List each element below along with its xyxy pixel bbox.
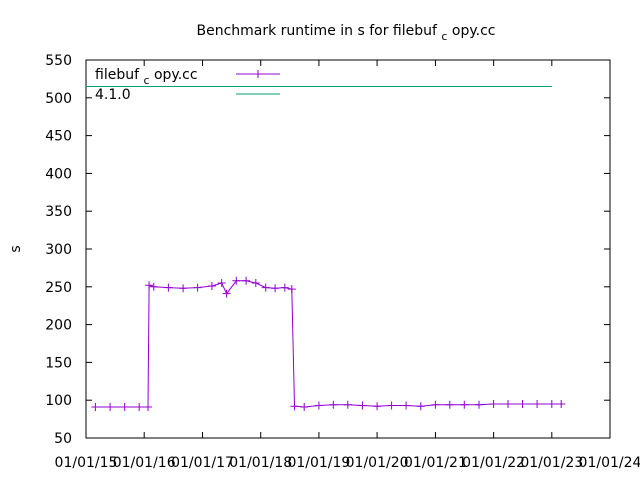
- tick-labels: 50 100 150 200 250 300 350 400 450 500 550 01/01/15…: [45, 53, 640, 471]
- series-1-point: [416, 402, 425, 411]
- series-1-point: [271, 284, 280, 293]
- series-1-point: [557, 400, 566, 408]
- series-1-point: [300, 403, 309, 411]
- series-1-point: [460, 400, 469, 409]
- legend-marker-series-1: [254, 70, 262, 78]
- x-tick-label: 01/01/15: [55, 455, 118, 471]
- chart-title-rest: opy.cc: [452, 23, 496, 39]
- series-layer: [86, 86, 566, 411]
- series-1-point: [287, 285, 296, 294]
- chart-title: Benchmark runtime in s for filebuf c opy…: [196, 23, 495, 44]
- series-1-point: [232, 276, 241, 285]
- series-1-point: [504, 400, 512, 408]
- series-1-point: [179, 284, 188, 293]
- series-1-point: [358, 401, 367, 410]
- axis-ticks: [85, 59, 611, 439]
- y-tick-label: 400: [45, 166, 72, 182]
- series-1-line: [95, 280, 562, 408]
- y-tick-label: 300: [45, 242, 72, 258]
- series-1-point: [402, 401, 411, 410]
- y-tick-label: 50: [54, 431, 72, 447]
- y-tick-label: 100: [45, 393, 72, 409]
- series-1-point: [222, 289, 231, 298]
- series-1-point: [120, 403, 129, 411]
- chart-title-subscript: c: [441, 30, 447, 43]
- y-tick-label: 250: [45, 280, 72, 296]
- y-tick-label: 150: [45, 355, 72, 371]
- series-1-point: [489, 400, 498, 408]
- series-1-point: [445, 400, 454, 409]
- chart-title-main: Benchmark runtime in s for filebuf: [196, 23, 438, 39]
- x-tick-label: 01/01/19: [287, 455, 350, 471]
- series-1-point: [251, 279, 260, 287]
- series-1-point: [518, 400, 527, 408]
- series-1-point: [145, 281, 154, 290]
- series-1-point: [217, 279, 226, 287]
- series-1-point: [547, 400, 556, 408]
- series-1-point: [290, 402, 299, 411]
- plot-area-frame: [85, 59, 611, 439]
- series-1-point: [261, 283, 270, 292]
- series-1-point: [329, 400, 338, 409]
- series-1-point: [164, 283, 173, 292]
- x-tick-label: 01/01/22: [462, 455, 525, 471]
- y-tick-label: 350: [45, 204, 72, 220]
- series-1-point: [207, 282, 216, 290]
- series-1-point: [533, 400, 542, 408]
- y-axis-label: s: [8, 245, 24, 252]
- y-tick-label: 550: [45, 53, 72, 69]
- legend: filebuf c opy.cc 4.1.0: [95, 67, 280, 103]
- series-1-point: [387, 401, 396, 410]
- series-1-point: [475, 400, 483, 409]
- x-tick-label: 01/01/17: [171, 455, 234, 471]
- series-1-point: [343, 400, 352, 409]
- y-tick-label: 500: [45, 91, 72, 107]
- series-1-point: [193, 283, 202, 292]
- x-tick-label: 01/01/18: [229, 455, 292, 471]
- series-1-point: [280, 283, 289, 292]
- series-1-point: [144, 403, 152, 411]
- series-1-point: [431, 400, 440, 409]
- legend-label-series-1-main: filebuf: [95, 67, 140, 83]
- legend-label-series-2: 4.1.0: [95, 87, 131, 103]
- legend-label-series-1-rest: opy.cc: [154, 67, 198, 83]
- legend-label-series-1-subscript: c: [143, 74, 149, 87]
- y-tick-label: 450: [45, 129, 72, 145]
- x-tick-label: 01/01/21: [404, 455, 467, 471]
- x-tick-label: 01/01/23: [520, 455, 583, 471]
- series-1-point: [135, 403, 144, 411]
- series-1-point: [373, 402, 382, 411]
- series-1-point: [91, 403, 100, 411]
- series-1-point: [149, 282, 158, 291]
- series-1-point: [106, 403, 115, 411]
- x-tick-label: 01/01/16: [113, 455, 176, 471]
- legend-label-series-1: filebuf c opy.cc: [95, 67, 198, 88]
- series-1-point: [242, 276, 251, 285]
- x-tick-label: 01/01/24: [579, 455, 640, 471]
- series-1-point: [314, 401, 323, 410]
- x-tick-label: 01/01/20: [346, 455, 409, 471]
- y-tick-label: 200: [45, 318, 72, 334]
